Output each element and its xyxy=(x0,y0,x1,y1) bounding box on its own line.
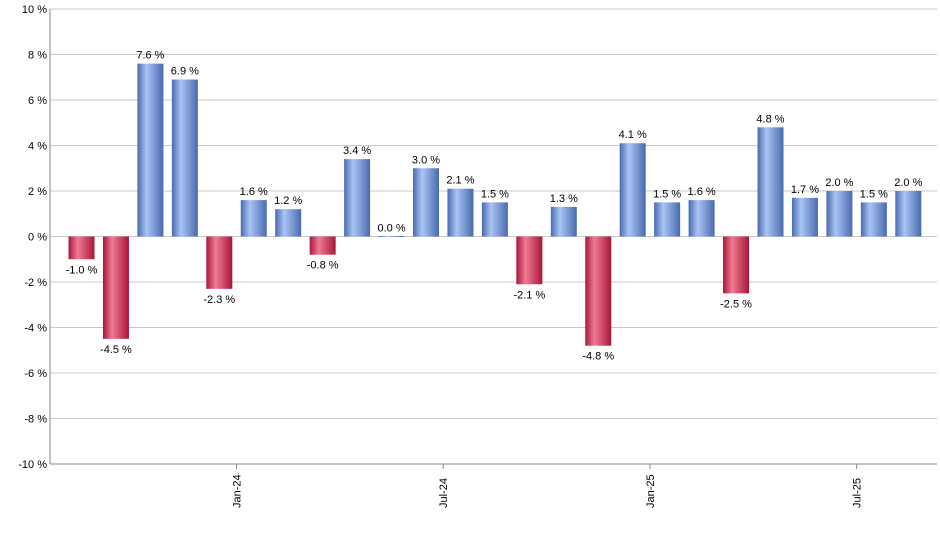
bar-data-label: 1.6 % xyxy=(688,186,716,198)
x-tick-label: Jul-25 xyxy=(852,478,864,508)
bar-data-label: 0.0 % xyxy=(377,223,405,235)
y-tick-label: -6 % xyxy=(24,368,47,380)
bar-data-label: -2.5 % xyxy=(720,298,752,310)
bar-data-label: -1.0 % xyxy=(66,264,98,276)
axes xyxy=(49,9,937,469)
bar xyxy=(206,236,233,289)
bar xyxy=(481,202,508,237)
bars xyxy=(68,63,922,346)
bar xyxy=(516,236,543,285)
bar-data-label: 3.0 % xyxy=(412,154,440,166)
y-tick-label: -10 % xyxy=(18,459,47,471)
y-tick-label: 2 % xyxy=(28,186,47,198)
bar xyxy=(413,168,439,237)
bar-data-label: 6.9 % xyxy=(171,66,199,78)
y-tick-label: -8 % xyxy=(24,414,47,426)
bar xyxy=(447,188,474,237)
bar xyxy=(171,79,198,237)
bar xyxy=(344,159,371,237)
bar-data-label: 1.3 % xyxy=(550,193,578,205)
bar-data-label: 1.2 % xyxy=(274,195,302,207)
bar-data-label: 1.5 % xyxy=(860,188,888,200)
bar xyxy=(723,236,750,294)
bar-data-label: -2.3 % xyxy=(203,294,235,306)
bar xyxy=(826,191,853,237)
bar xyxy=(137,63,164,237)
x-axis-tick-labels: Jan-24 Jul-24 Jan-25 Jul-25 xyxy=(232,474,864,508)
bar xyxy=(309,236,336,255)
bar xyxy=(102,236,129,339)
bar-data-label: -2.1 % xyxy=(513,289,545,301)
y-tick-label: 6 % xyxy=(28,95,47,107)
bar-data-labels: -1.0 % -4.5 % 7.6 % 6.9 % -2.3 % 1.6 % 1.2 % -0… xyxy=(66,50,923,363)
bar-data-label: 1.6 % xyxy=(240,186,268,198)
bar-data-label: 3.4 % xyxy=(343,145,371,157)
bar xyxy=(895,191,922,237)
bar-data-label: 2.1 % xyxy=(446,175,474,187)
bar-data-label: 1.5 % xyxy=(653,188,681,200)
bar xyxy=(757,127,784,237)
bar-data-label: 4.1 % xyxy=(619,129,647,141)
x-tick-label: Jan-24 xyxy=(232,474,244,508)
y-tick-label: 8 % xyxy=(28,50,47,62)
y-tick-label: 4 % xyxy=(28,141,47,153)
bar xyxy=(240,200,267,237)
bar xyxy=(550,206,577,237)
bar-data-label: 7.6 % xyxy=(136,50,164,62)
bar xyxy=(585,236,612,346)
bar-data-label: 2.0 % xyxy=(894,177,922,189)
bar xyxy=(860,202,887,237)
y-tick-label: -2 % xyxy=(24,277,47,289)
bar-data-label: 2.0 % xyxy=(825,177,853,189)
bar xyxy=(275,209,302,237)
bar-data-label: -4.5 % xyxy=(100,344,132,356)
bar-data-label: 1.5 % xyxy=(481,188,509,200)
y-axis-tick-labels: -10 % -8 % -6 % -4 % -2 % 0 % 2 % 4 % 6 % 8 % 10 % xyxy=(18,4,47,471)
x-tick-label: Jan-25 xyxy=(645,474,657,508)
bar-data-label: 1.7 % xyxy=(791,184,819,196)
bar xyxy=(619,143,646,237)
bar-data-label: -4.8 % xyxy=(582,351,614,363)
bar xyxy=(688,200,715,237)
bar xyxy=(378,236,405,237)
x-tick-label: Jul-24 xyxy=(438,478,450,508)
y-tick-label: 10 % xyxy=(22,4,47,16)
bar xyxy=(791,197,818,237)
y-tick-label: 0 % xyxy=(28,232,47,244)
bar xyxy=(654,202,681,237)
y-tick-label: -4 % xyxy=(24,323,47,335)
bar-data-label: -0.8 % xyxy=(307,260,339,272)
bar-data-label: 4.8 % xyxy=(756,113,784,125)
bar xyxy=(68,236,95,260)
